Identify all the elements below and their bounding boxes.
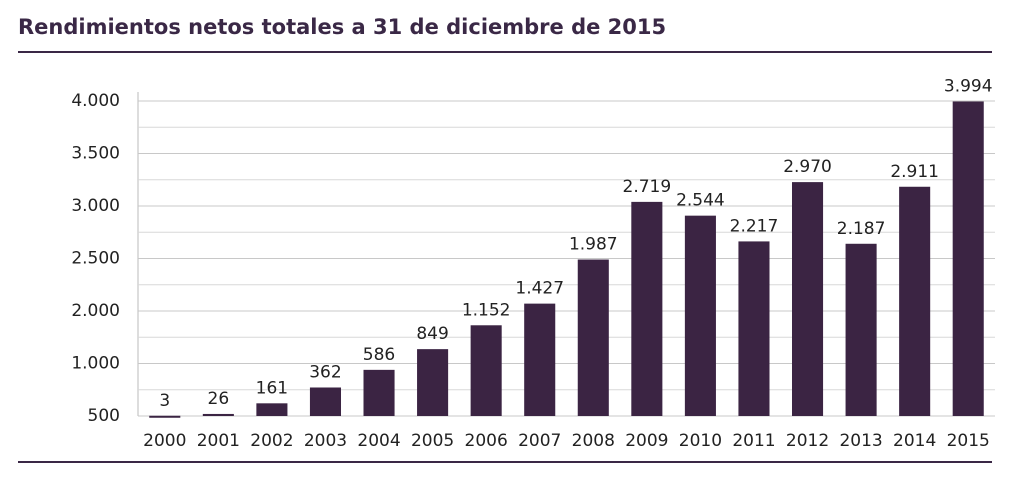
data-label: 586 bbox=[363, 345, 395, 365]
bar bbox=[845, 243, 877, 416]
data-label: 2.970 bbox=[783, 157, 832, 177]
x-tick-label: 2013 bbox=[839, 431, 882, 451]
y-tick-label: 2.000 bbox=[71, 301, 120, 321]
bar bbox=[256, 403, 288, 416]
data-label: 3.994 bbox=[944, 76, 993, 96]
bar bbox=[524, 303, 556, 416]
bar bbox=[631, 201, 663, 416]
x-tick-label: 2003 bbox=[304, 431, 347, 451]
data-label: 2.719 bbox=[623, 177, 672, 197]
data-label: 26 bbox=[208, 389, 230, 409]
bar bbox=[738, 241, 770, 416]
x-tick-label: 2002 bbox=[250, 431, 293, 451]
y-tick-label: 3.500 bbox=[71, 144, 120, 164]
data-label: 3 bbox=[159, 391, 170, 411]
x-tick-label: 2009 bbox=[625, 431, 668, 451]
x-tick-label: 2004 bbox=[357, 431, 400, 451]
y-tick-label: 500 bbox=[88, 406, 120, 426]
x-tick-label: 2006 bbox=[465, 431, 508, 451]
data-label: 1.987 bbox=[569, 235, 618, 255]
y-tick-label: 2.500 bbox=[71, 249, 120, 269]
x-tick-label: 2008 bbox=[572, 431, 615, 451]
bar bbox=[363, 369, 395, 416]
data-label: 1.427 bbox=[515, 279, 564, 299]
x-tick-label: 2010 bbox=[679, 431, 722, 451]
y-tick-label: 1.000 bbox=[71, 353, 120, 373]
bar bbox=[202, 413, 234, 416]
data-label: 2.911 bbox=[890, 162, 939, 182]
data-label: 2.217 bbox=[730, 216, 779, 236]
bar bbox=[577, 259, 609, 416]
x-tick-label: 2012 bbox=[786, 431, 829, 451]
bar bbox=[684, 215, 716, 416]
data-label: 161 bbox=[256, 378, 288, 398]
y-tick-label: 3.000 bbox=[71, 196, 120, 216]
x-tick-label: 2001 bbox=[197, 431, 240, 451]
data-label: 1.152 bbox=[462, 300, 511, 320]
chart-title: Rendimientos netos totales a 31 de dicie… bbox=[18, 15, 666, 39]
bar bbox=[417, 349, 449, 416]
bar bbox=[899, 186, 931, 416]
x-tick-label: 2015 bbox=[947, 431, 990, 451]
bar bbox=[791, 182, 824, 416]
x-tick-label: 2011 bbox=[732, 431, 775, 451]
x-tick-label: 2005 bbox=[411, 431, 454, 451]
data-label: 849 bbox=[416, 324, 448, 344]
data-label: 362 bbox=[309, 362, 341, 382]
bar bbox=[309, 387, 342, 416]
bar bbox=[149, 415, 181, 418]
y-tick-label: 4.000 bbox=[71, 91, 120, 111]
bar bbox=[470, 325, 502, 416]
data-label: 2.544 bbox=[676, 191, 725, 211]
x-tick-label: 2014 bbox=[893, 431, 936, 451]
bar bbox=[952, 101, 984, 416]
x-tick-label: 2007 bbox=[518, 431, 561, 451]
x-tick-label: 2000 bbox=[143, 431, 186, 451]
data-label: 2.187 bbox=[837, 219, 886, 239]
